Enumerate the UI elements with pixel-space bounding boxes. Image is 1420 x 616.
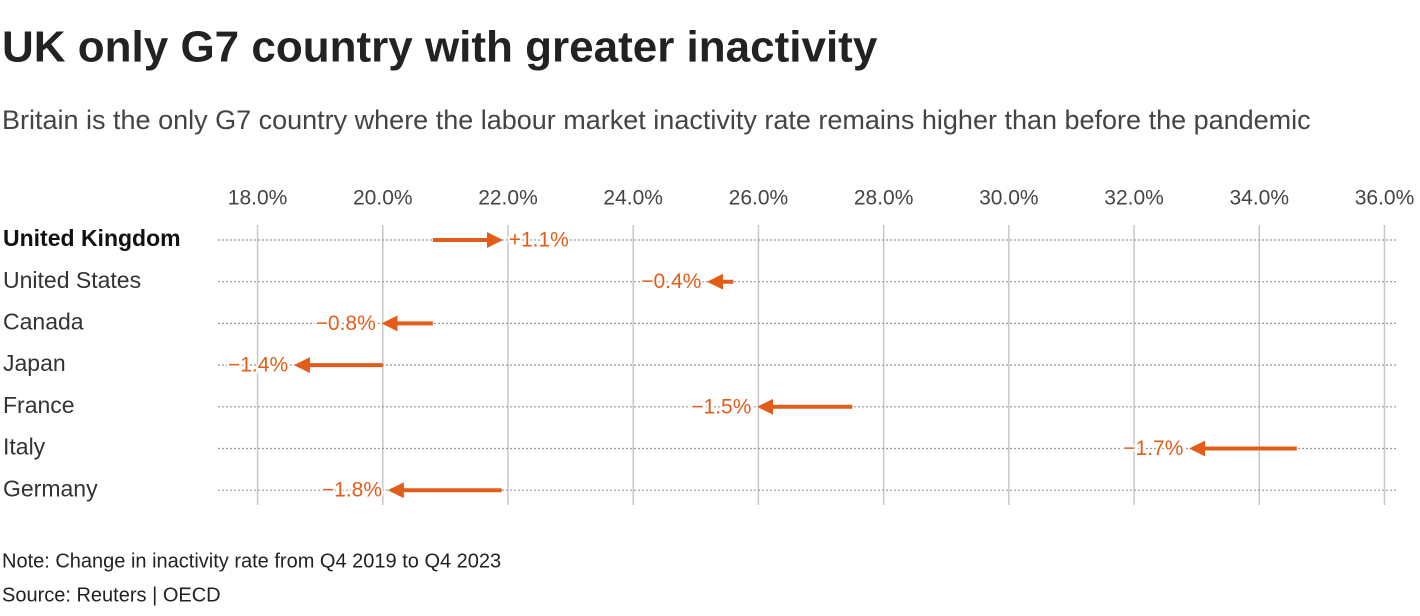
value-label: −1.5% bbox=[691, 395, 751, 418]
category-label: United States bbox=[3, 267, 141, 293]
category-label: Germany bbox=[3, 475, 98, 501]
x-tick-label: 36.0% bbox=[1355, 187, 1415, 210]
value-label: −0.8% bbox=[316, 312, 376, 335]
x-tick-label: 18.0% bbox=[228, 187, 288, 210]
category-label: United Kingdom bbox=[3, 225, 181, 251]
chart-title: UK only G7 country with greater inactivi… bbox=[2, 23, 878, 72]
x-tick-label: 32.0% bbox=[1104, 187, 1164, 210]
category-label: Canada bbox=[3, 308, 84, 334]
chart-subtitle: Britain is the only G7 country where the… bbox=[2, 105, 1311, 135]
category-label: Japan bbox=[3, 350, 66, 376]
source: Source: Reuters | OECD bbox=[2, 584, 221, 606]
x-tick-label: 22.0% bbox=[478, 187, 538, 210]
x-tick-label: 28.0% bbox=[854, 187, 914, 210]
value-label: −1.7% bbox=[1123, 437, 1183, 460]
value-label: +1.1% bbox=[509, 229, 569, 252]
value-label: −0.4% bbox=[641, 270, 701, 293]
category-label: France bbox=[3, 392, 75, 418]
x-tick-label: 26.0% bbox=[729, 187, 789, 210]
x-tick-label: 20.0% bbox=[353, 187, 413, 210]
value-label: −1.8% bbox=[322, 479, 382, 502]
x-tick-label: 30.0% bbox=[979, 187, 1039, 210]
value-label: −1.4% bbox=[228, 354, 288, 377]
x-tick-label: 24.0% bbox=[603, 187, 663, 210]
note: Note: Change in inactivity rate from Q4 … bbox=[2, 550, 501, 572]
category-label: Italy bbox=[3, 434, 46, 460]
x-tick-label: 34.0% bbox=[1229, 187, 1289, 210]
